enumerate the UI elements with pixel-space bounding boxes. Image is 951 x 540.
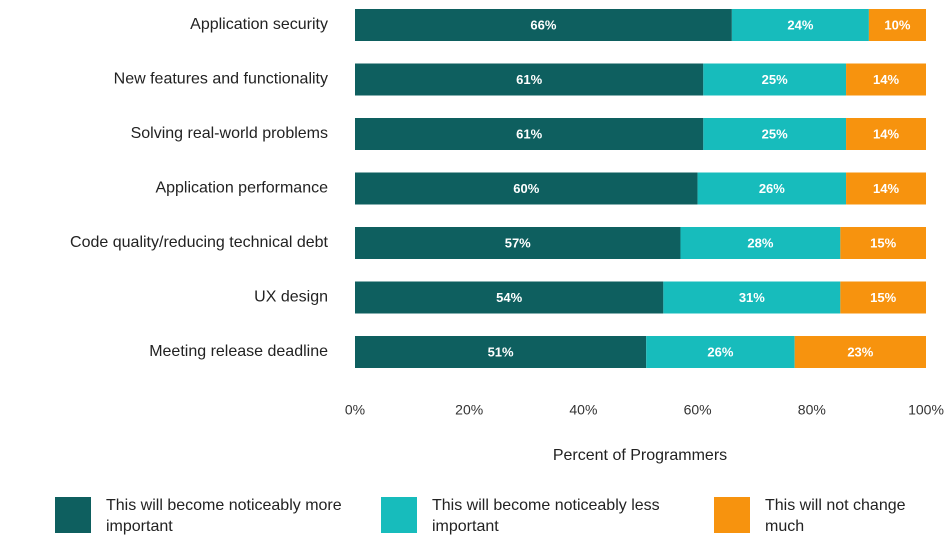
bar-segment: [846, 172, 926, 205]
value-label: 31%: [739, 290, 765, 305]
value-label: 57%: [505, 235, 531, 250]
bar-segment: [703, 63, 847, 96]
value-label: 14%: [873, 181, 899, 196]
bar-segment: [355, 281, 664, 314]
bar-segment: [355, 63, 704, 96]
bar-segment: [680, 227, 841, 259]
value-label: 14%: [873, 126, 899, 141]
value-label: 23%: [847, 344, 873, 359]
x-tick-label: 100%: [908, 402, 944, 418]
bar-segment: [846, 118, 926, 150]
bar-segment: [846, 63, 926, 96]
x-tick-label: 20%: [455, 402, 483, 418]
legend-swatch: [381, 497, 417, 533]
bar-segment: [703, 118, 847, 150]
x-tick-label: 0%: [345, 402, 365, 418]
value-label: 28%: [747, 235, 773, 250]
chart: Percent of Programmers 0% 20% 40% 60% 80% 100…: [70, 9, 944, 464]
value-label: 15%: [870, 290, 896, 305]
value-label: 25%: [762, 72, 788, 87]
bar-segment: [840, 281, 926, 314]
value-label: 15%: [870, 235, 896, 250]
x-axis-title: Percent of Programmers: [553, 447, 727, 464]
value-label: 60%: [513, 181, 539, 196]
category-label: Code quality/reducing technical debt: [70, 234, 329, 251]
bar-segment: [355, 118, 704, 150]
value-label: 61%: [516, 72, 542, 87]
legend-label: This will become noticeably more importa…: [106, 497, 342, 535]
legend-swatch: [714, 497, 750, 533]
category-label: Meeting release deadline: [149, 343, 328, 360]
bar-segment: [355, 172, 698, 205]
x-tick-label: 80%: [798, 402, 826, 418]
legend-label: This will not change much: [765, 497, 906, 535]
value-label: 25%: [762, 126, 788, 141]
value-label: 54%: [496, 290, 522, 305]
value-label: 14%: [873, 72, 899, 87]
bar-segment: [646, 336, 795, 368]
value-label: 66%: [530, 17, 556, 32]
bar-segment: [663, 281, 841, 314]
category-label: Solving real-world problems: [131, 125, 328, 142]
x-tick-label: 40%: [569, 402, 597, 418]
category-label: New features and functionality: [114, 71, 328, 88]
category-label: Application security: [190, 16, 328, 33]
category-label: Application performance: [155, 180, 328, 197]
bar-segment: [355, 336, 647, 368]
bar-segment: [697, 172, 847, 205]
bar-segment: [355, 227, 681, 259]
bar-segment: [731, 9, 869, 41]
category-label: UX design: [254, 289, 328, 306]
x-tick-label: 60%: [684, 402, 712, 418]
legend-label: This will become noticeably less importa…: [432, 497, 660, 535]
value-label: 10%: [884, 17, 910, 32]
bar-segment: [794, 336, 926, 368]
value-label: 24%: [787, 17, 813, 32]
legend-swatch: [55, 497, 91, 533]
bar-segment: [355, 9, 732, 41]
bar-segment: [840, 227, 926, 259]
value-label: 51%: [488, 344, 514, 359]
value-label: 61%: [516, 126, 542, 141]
bar-segment: [868, 9, 926, 41]
value-label: 26%: [707, 344, 733, 359]
value-label: 26%: [759, 181, 785, 196]
